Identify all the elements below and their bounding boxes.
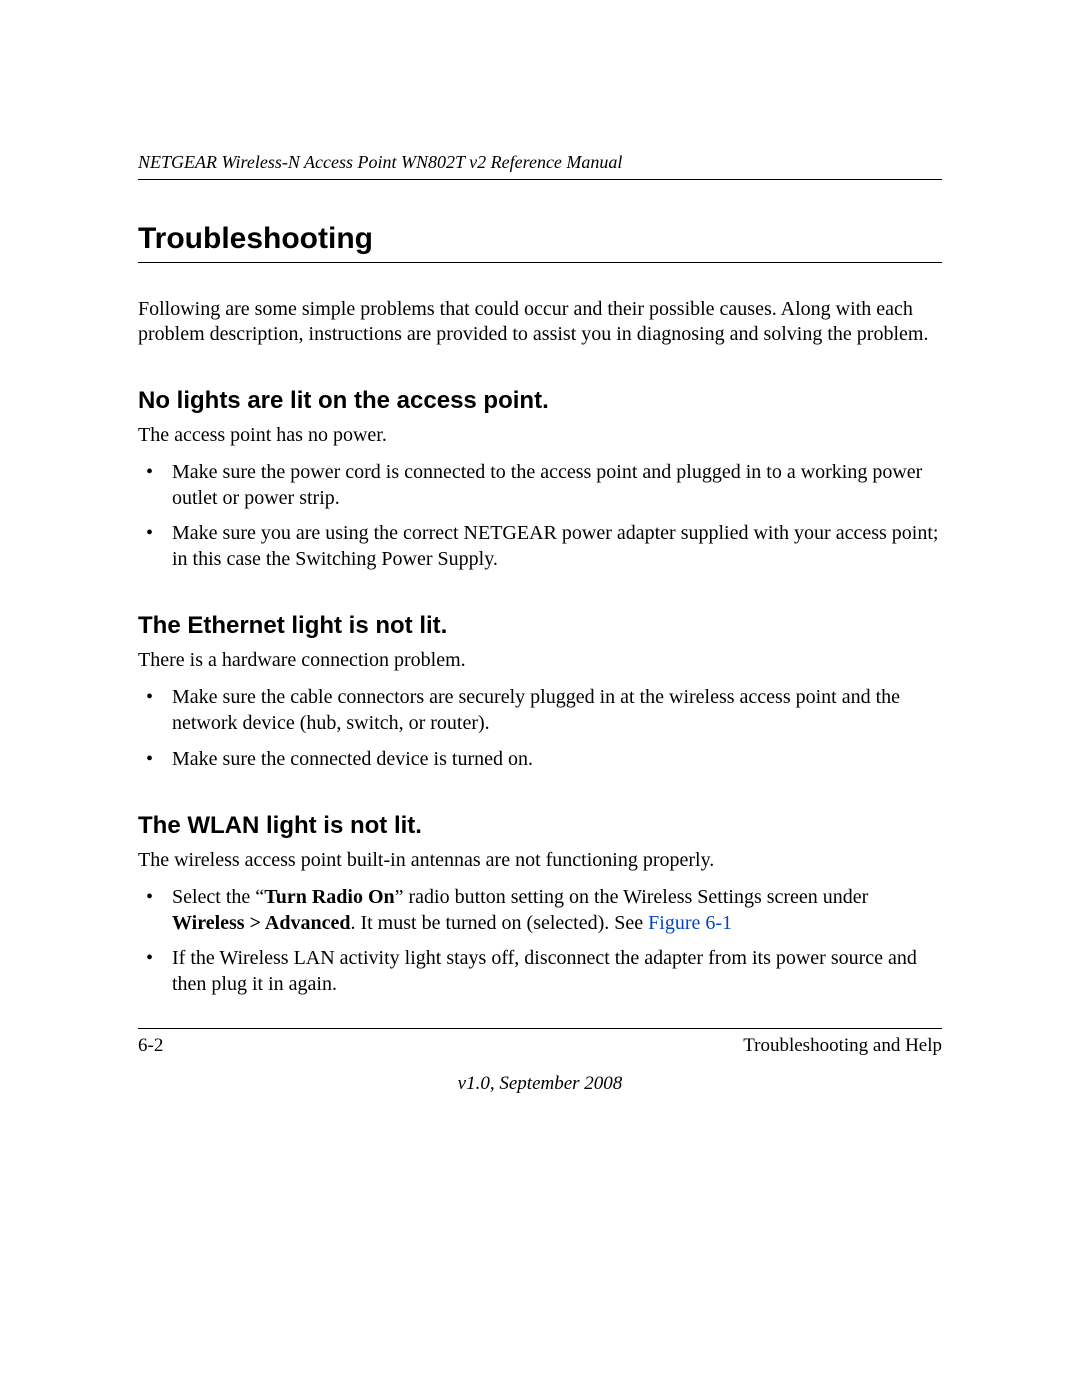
bullet-list: Make sure the cable connectors are secur… bbox=[138, 685, 942, 772]
figure-link[interactable]: Figure 6-1 bbox=[648, 912, 732, 934]
page-number: 6-2 bbox=[138, 1035, 163, 1057]
running-header: NETGEAR Wireless-N Access Point WN802T v… bbox=[138, 152, 942, 180]
page-title: Troubleshooting bbox=[138, 222, 942, 263]
footer-rule bbox=[138, 1028, 942, 1029]
page-content: NETGEAR Wireless-N Access Point WN802T v… bbox=[138, 152, 942, 998]
section-desc: The access point has no power. bbox=[138, 423, 942, 448]
section-heading: The Ethernet light is not lit. bbox=[138, 612, 942, 640]
list-item: If the Wireless LAN activity light stays… bbox=[138, 946, 942, 997]
section-heading: No lights are lit on the access point. bbox=[138, 387, 942, 415]
section-desc: There is a hardware connection problem. bbox=[138, 648, 942, 673]
list-item: Make sure you are using the correct NETG… bbox=[138, 521, 942, 572]
bullet-list: Select the “Turn Radio On” radio button … bbox=[138, 885, 942, 997]
bullet-list: Make sure the power cord is connected to… bbox=[138, 460, 942, 572]
footer-version: v1.0, September 2008 bbox=[138, 1073, 942, 1095]
section-heading: The WLAN light is not lit. bbox=[138, 812, 942, 840]
list-item: Make sure the power cord is connected to… bbox=[138, 460, 942, 511]
footer-section: Troubleshooting and Help bbox=[743, 1035, 942, 1057]
intro-paragraph: Following are some simple problems that … bbox=[138, 297, 942, 347]
section-desc: The wireless access point built-in anten… bbox=[138, 848, 942, 873]
list-item: Select the “Turn Radio On” radio button … bbox=[138, 885, 942, 936]
list-item: Make sure the connected device is turned… bbox=[138, 747, 942, 773]
list-item: Make sure the cable connectors are secur… bbox=[138, 685, 942, 736]
page-footer: 6-2 Troubleshooting and Help v1.0, Septe… bbox=[138, 1028, 942, 1095]
